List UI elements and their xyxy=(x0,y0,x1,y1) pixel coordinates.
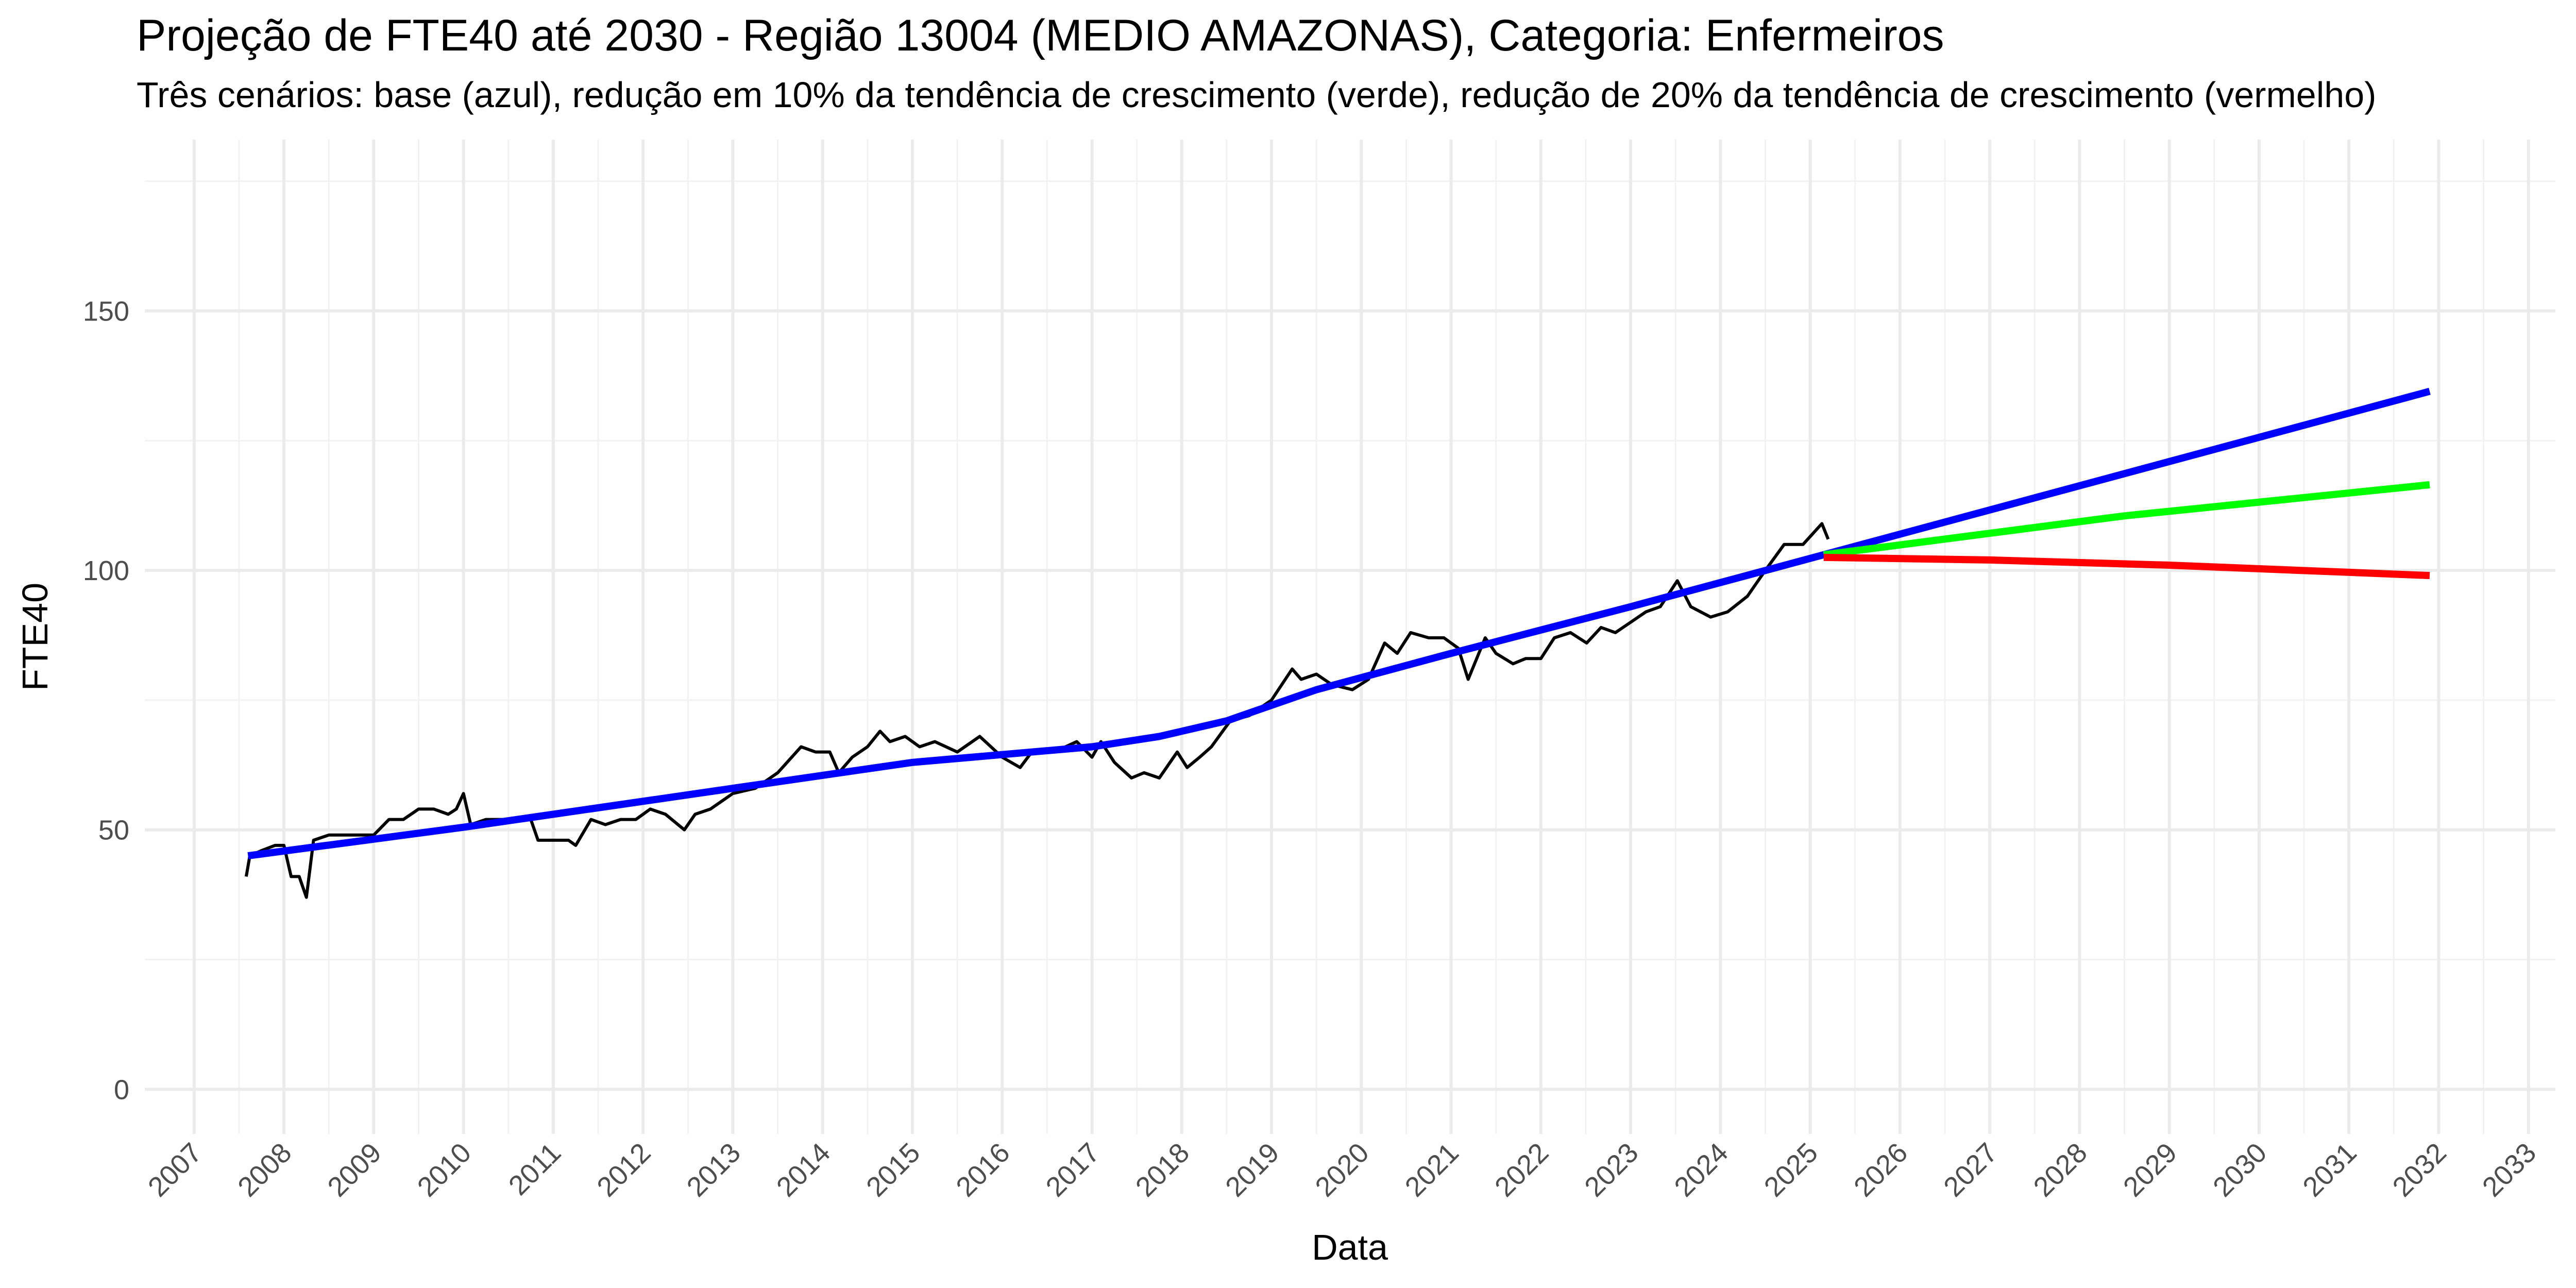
x-tick-label: 2008 xyxy=(232,1137,297,1202)
y-tick-label: 50 xyxy=(98,815,129,846)
x-tick-label: 2029 xyxy=(2117,1137,2183,1202)
x-tick-label: 2014 xyxy=(771,1137,836,1202)
x-tick-label: 2020 xyxy=(1309,1137,1375,1202)
y-tick-label: 150 xyxy=(83,296,129,327)
y-tick-label: 0 xyxy=(114,1074,129,1105)
x-tick-label: 2022 xyxy=(1489,1137,1554,1202)
x-tick-label: 2030 xyxy=(2207,1137,2273,1202)
x-tick-label: 2021 xyxy=(1399,1137,1465,1202)
x-tick-label: 2013 xyxy=(681,1137,747,1202)
x-tick-label: 2010 xyxy=(412,1137,477,1202)
x-tick-label: 2032 xyxy=(2387,1137,2452,1202)
x-tick-label: 2027 xyxy=(1938,1137,2003,1202)
x-tick-label: 2017 xyxy=(1040,1137,1106,1202)
x-tick-label: 2028 xyxy=(2028,1137,2093,1202)
series-line xyxy=(1823,481,2430,558)
x-tick-label: 2024 xyxy=(1668,1137,1734,1202)
grid: 0 50 100 150 2007 2008 2009 2010 2011 2012 2013 201… xyxy=(83,140,2555,1202)
x-tick-label: 2012 xyxy=(591,1137,656,1202)
x-tick-label: 2031 xyxy=(2297,1137,2362,1202)
x-tick-label: 2018 xyxy=(1130,1137,1195,1202)
x-tick-label: 2015 xyxy=(860,1137,926,1202)
plot-area xyxy=(244,387,2431,899)
y-tick-label: 100 xyxy=(83,555,129,586)
y-axis-title: FTE40 xyxy=(15,583,55,691)
series-line xyxy=(244,522,1830,899)
x-tick-label: 2007 xyxy=(142,1137,208,1202)
series-line xyxy=(1823,553,2430,580)
chart-title: Projeção de FTE40 até 2030 - Região 1300… xyxy=(137,11,1944,60)
chart-subtitle: Três cenários: base (azul), redução em 1… xyxy=(137,75,2376,115)
x-tick-label: 2019 xyxy=(1219,1137,1285,1202)
x-tick-label: 2009 xyxy=(321,1137,387,1202)
x-tick-label: 2025 xyxy=(1758,1137,1824,1202)
x-tick-label: 2023 xyxy=(1579,1137,1644,1202)
x-tick-label: 2016 xyxy=(950,1137,1015,1202)
x-tick-label: 2011 xyxy=(503,1137,567,1201)
x-tick-label: 2026 xyxy=(1848,1137,1913,1202)
x-axis-title: Data xyxy=(1312,1227,1388,1267)
x-tick-label: 2033 xyxy=(2477,1137,2542,1202)
series-line xyxy=(247,387,2431,860)
